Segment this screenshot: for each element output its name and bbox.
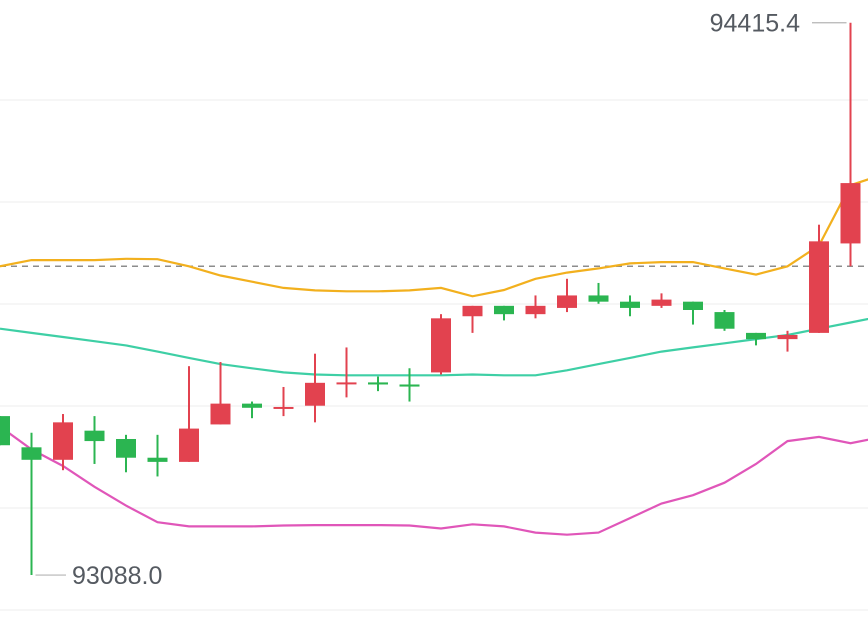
candle-body — [525, 305, 546, 315]
candle-body — [683, 301, 703, 310]
candle-body — [210, 403, 231, 425]
candle-body — [746, 332, 766, 340]
candle-16 — [494, 305, 514, 321]
candle-body — [399, 384, 420, 387]
candles — [0, 22, 861, 576]
candle-body — [368, 382, 388, 385]
upper-band-line — [0, 178, 868, 298]
horizontal-grid — [0, 99, 868, 611]
candle-4 — [116, 434, 136, 473]
candle-11 — [336, 347, 357, 398]
candle-body — [588, 295, 609, 302]
candle-14 — [431, 314, 451, 375]
candle-18 — [557, 278, 577, 313]
lower-band-line — [0, 425, 868, 536]
candle-15 — [462, 305, 483, 333]
candle-body — [462, 305, 483, 317]
candle-12 — [368, 376, 388, 392]
candle-body — [777, 334, 798, 340]
candle-20 — [620, 295, 640, 317]
candle-10 — [305, 353, 325, 423]
candle-body — [494, 305, 514, 315]
min-price-label: 93088.0 — [72, 562, 162, 590]
candle-24 — [746, 332, 766, 346]
candle-body — [179, 428, 199, 462]
candle-body — [21, 447, 42, 460]
candle-body — [53, 422, 73, 460]
candle-1 — [21, 432, 42, 576]
candle-19 — [588, 282, 609, 304]
candle-0 — [0, 416, 10, 446]
candle-body — [431, 318, 451, 373]
candle-body — [273, 406, 294, 409]
candle-21 — [651, 293, 672, 308]
candle-body — [84, 430, 105, 442]
candle-body — [116, 438, 136, 458]
candle-7 — [210, 362, 231, 425]
candle-5 — [147, 434, 168, 477]
candle-body — [620, 301, 640, 308]
candle-body — [0, 416, 10, 446]
candle-body — [336, 382, 357, 385]
candle-26 — [809, 224, 829, 333]
candle-23 — [714, 310, 735, 331]
candle-body — [840, 183, 861, 244]
candle-17 — [525, 295, 546, 319]
candle-9 — [273, 386, 294, 417]
max-price-label: 94415.4 — [710, 10, 800, 38]
candle-6 — [179, 366, 199, 462]
candle-22 — [683, 301, 703, 325]
candle-27 — [840, 22, 861, 267]
candle-25 — [777, 330, 798, 352]
bollinger-bands — [0, 178, 868, 536]
candle-body — [557, 295, 577, 308]
candle-2 — [53, 414, 73, 471]
middle-band-line — [0, 317, 868, 377]
candle-body — [147, 457, 168, 462]
candle-8 — [242, 401, 262, 419]
candle-body — [305, 382, 325, 406]
candle-3 — [84, 416, 105, 464]
candle-13 — [399, 368, 420, 402]
candle-body — [651, 299, 672, 306]
candle-body — [714, 312, 735, 329]
candle-body — [809, 241, 829, 333]
candle-body — [242, 403, 262, 408]
